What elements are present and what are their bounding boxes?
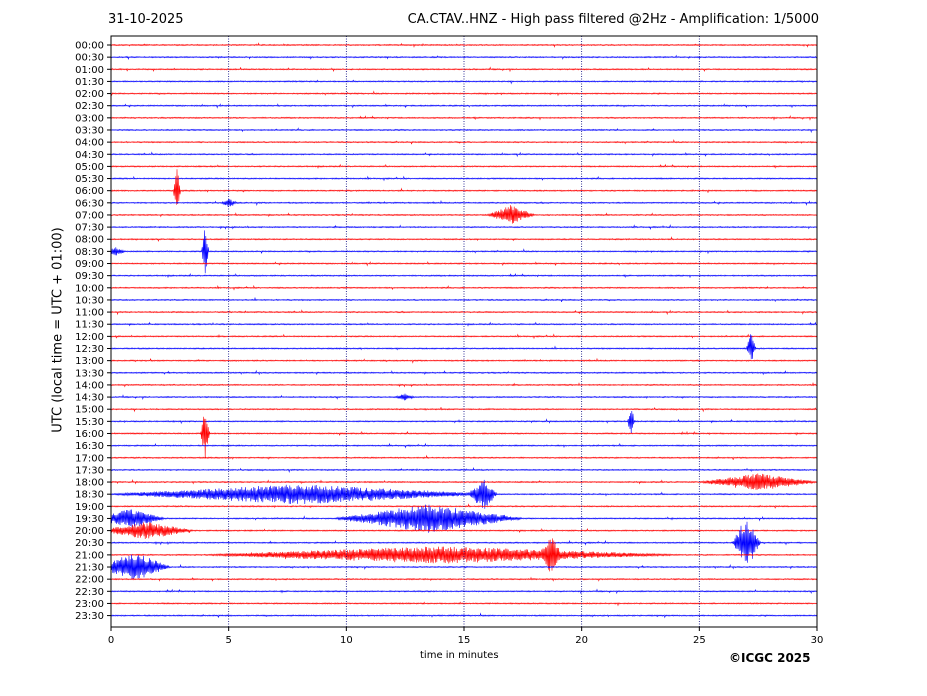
trace-0330 <box>110 127 817 134</box>
y-tick-label: 16:30 <box>75 441 104 452</box>
y-tick-label: 00:00 <box>75 41 104 52</box>
date-label: 31-10-2025 <box>108 12 184 27</box>
y-tick-label: 20:30 <box>75 538 104 549</box>
trace-1700 <box>110 454 817 460</box>
y-tick-label: 18:00 <box>75 478 104 489</box>
y-tick-label: 01:30 <box>75 77 104 88</box>
trace-0600 <box>110 169 817 205</box>
y-tick-label: 17:00 <box>75 453 104 464</box>
y-tick-label: 11:30 <box>75 320 104 331</box>
y-tick-label: 04:30 <box>75 150 104 161</box>
y-tick-label: 09:30 <box>75 271 104 282</box>
y-tick-label: 15:30 <box>75 417 104 428</box>
y-tick-label: 13:30 <box>75 368 104 379</box>
chart-title: CA.CTAV..HNZ - High pass filtered @2Hz -… <box>407 12 819 27</box>
y-tick-label: 09:00 <box>75 259 104 270</box>
x-tick-group: 0 5 10 15 20 25 30 <box>108 627 824 646</box>
y-tick-label: 14:30 <box>75 393 104 404</box>
x-tick-label: 15 <box>458 635 471 646</box>
trace-0730 <box>110 224 817 230</box>
y-tick-label: 06:30 <box>75 198 104 209</box>
y-tick-label: 03:30 <box>75 125 104 136</box>
y-tick-label: 10:30 <box>75 295 104 306</box>
y-tick-label: 05:30 <box>75 174 104 185</box>
x-tick-label: 5 <box>225 635 231 646</box>
trace-0630 <box>110 198 817 207</box>
trace-2330 <box>110 612 817 619</box>
trace-1600 <box>110 416 817 459</box>
y-tick-label: 18:30 <box>75 490 104 501</box>
y-tick-label: 21:30 <box>75 563 104 574</box>
x-tick-label: 0 <box>108 635 114 646</box>
y-tick-label: 23:00 <box>75 599 104 610</box>
copyright-label: ©ICGC 2025 <box>729 651 811 665</box>
y-tick-label: 16:00 <box>75 429 104 440</box>
y-tick-label: 02:30 <box>75 101 104 112</box>
y-tick-label: 13:00 <box>75 356 104 367</box>
trace-1000 <box>110 284 817 291</box>
trace-1930 <box>110 504 817 533</box>
y-tick-label: 23:30 <box>75 611 104 622</box>
y-tick-label: 12:30 <box>75 344 104 355</box>
trace-0530 <box>110 175 817 182</box>
x-tick-label: 20 <box>575 635 588 646</box>
y-tick-label: 00:30 <box>75 53 104 64</box>
y-tick-label: 22:30 <box>75 587 104 598</box>
x-tick-label: 30 <box>811 635 824 646</box>
trace-1330 <box>110 369 817 376</box>
trace-2000 <box>110 522 817 539</box>
y-tick-label: 04:00 <box>75 138 104 149</box>
y-tick-label: 02:00 <box>75 89 104 100</box>
x-tick-label: 10 <box>340 635 353 646</box>
vertical-grid <box>228 36 700 627</box>
trace-0230 <box>110 103 817 109</box>
trace-1300 <box>110 357 817 364</box>
trace-1530 <box>110 410 817 434</box>
trace-0200 <box>110 90 817 97</box>
y-tick-label: 20:00 <box>75 526 104 537</box>
y-tick-label: 19:00 <box>75 502 104 513</box>
y-tick-label: 07:30 <box>75 223 104 234</box>
y-tick-label: 22:00 <box>75 575 104 586</box>
trace-2030 <box>110 521 817 563</box>
y-tick-label: 05:00 <box>75 162 104 173</box>
y-tick-label: 08:30 <box>75 247 104 258</box>
trace-0900 <box>110 261 817 267</box>
trace-2300 <box>110 601 817 607</box>
y-tick-label: 15:00 <box>75 405 104 416</box>
y-tick-group: 00:0000:3001:0001:3002:0002:3003:0003:30… <box>75 41 111 622</box>
y-tick-label: 12:00 <box>75 332 104 343</box>
trace-1630 <box>110 442 817 449</box>
y-tick-label: 08:00 <box>75 235 104 246</box>
trace-1100 <box>110 309 817 316</box>
y-tick-label: 01:00 <box>75 65 104 76</box>
trace-0930 <box>110 273 817 279</box>
y-tick-label: 07:00 <box>75 210 104 221</box>
y-tick-label: 14:00 <box>75 380 104 391</box>
x-tick-label: 25 <box>693 635 706 646</box>
y-tick-label: 03:00 <box>75 113 104 124</box>
y-tick-label: 19:30 <box>75 514 104 525</box>
trace-0300 <box>110 114 817 121</box>
x-axis-label: time in minutes <box>420 650 499 661</box>
trace-1230 <box>110 334 817 360</box>
y-tick-label: 10:00 <box>75 283 104 294</box>
y-tick-label: 21:00 <box>75 550 104 561</box>
y-tick-label: 17:30 <box>75 465 104 476</box>
y-tick-label: 11:00 <box>75 308 104 319</box>
plot-frame <box>110 35 818 628</box>
y-tick-label: 06:00 <box>75 186 104 197</box>
